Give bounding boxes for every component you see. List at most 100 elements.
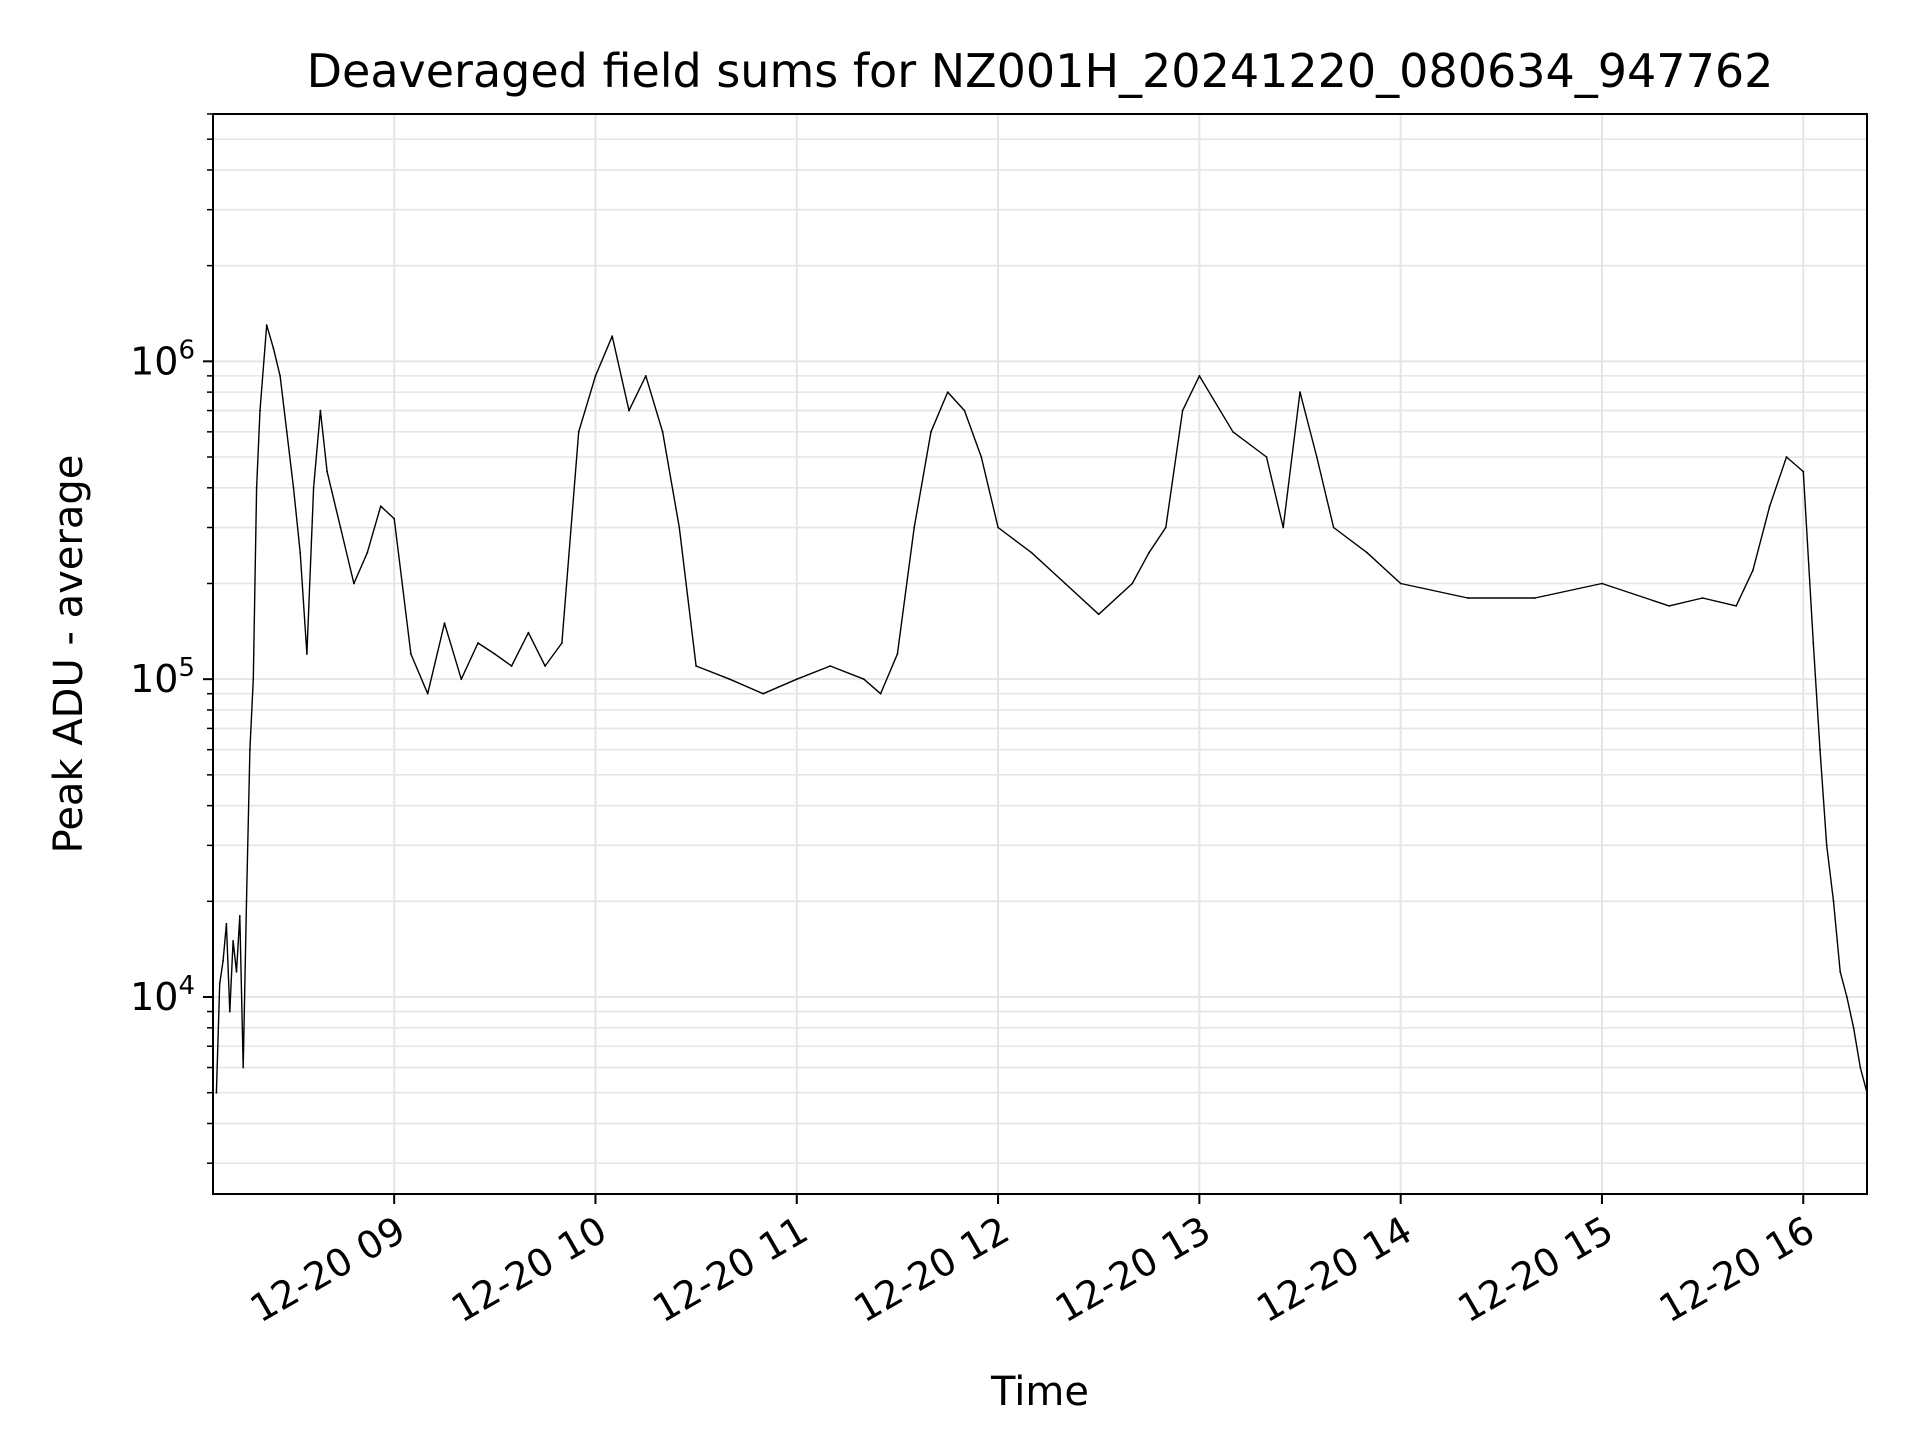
grid — [213, 113, 1867, 1194]
data-point — [795, 678, 798, 681]
data-point — [265, 324, 268, 326]
data-point — [292, 486, 295, 489]
data-point — [1859, 1066, 1862, 1069]
data-point — [678, 526, 681, 529]
data-point — [1366, 551, 1368, 554]
data-point — [279, 375, 281, 377]
data-point — [493, 653, 496, 655]
plot-area-frame — [212, 113, 1868, 1195]
data-point — [272, 347, 275, 350]
data-point — [393, 517, 396, 520]
data-point — [245, 900, 248, 903]
data-point — [1832, 900, 1835, 903]
data-point — [460, 678, 463, 681]
y-tick-base: 10 — [130, 657, 178, 701]
data-point — [728, 678, 731, 681]
data-point — [222, 959, 225, 962]
data-point — [1030, 551, 1033, 554]
data-point — [379, 505, 382, 508]
data-point — [366, 551, 369, 554]
data-point — [477, 642, 479, 644]
data-point — [1668, 605, 1670, 607]
data-point — [762, 692, 765, 695]
data-point — [285, 430, 288, 433]
data-point — [1735, 605, 1738, 607]
data-point — [410, 653, 412, 655]
data-point — [1785, 456, 1788, 458]
data-point — [426, 692, 429, 695]
data-point — [1825, 844, 1828, 847]
data-point — [577, 430, 580, 433]
data-point — [913, 526, 916, 529]
data-point — [561, 642, 563, 644]
data-point — [1097, 613, 1100, 616]
x-axis-label: Time — [990, 1369, 1089, 1415]
data-point — [1839, 970, 1842, 973]
data-point — [255, 486, 258, 489]
data-point — [215, 1091, 218, 1094]
data-point — [1852, 1026, 1855, 1029]
data-point — [879, 692, 882, 695]
data-point — [1812, 642, 1815, 644]
data-point — [661, 430, 664, 433]
data-point — [1064, 582, 1067, 585]
data-point — [1282, 526, 1285, 529]
data-point — [1198, 375, 1201, 377]
data-point — [252, 678, 255, 681]
data-point — [326, 470, 328, 473]
data-point — [510, 665, 513, 667]
data-point — [1846, 996, 1848, 998]
data-point — [1164, 526, 1167, 529]
data-point — [1131, 582, 1134, 585]
y-tick-base: 10 — [130, 339, 178, 383]
data-point — [1399, 582, 1402, 585]
data-point — [249, 748, 251, 751]
data-point — [527, 631, 530, 634]
data-point — [594, 375, 597, 377]
data-point — [1701, 597, 1704, 599]
y-tick-label: 106 — [130, 335, 195, 383]
y-tick-label: 105 — [130, 653, 195, 701]
y-tick-exponent: 6 — [178, 335, 195, 365]
data-point — [1148, 551, 1150, 554]
data-point — [1265, 456, 1268, 458]
data-point — [930, 430, 932, 433]
data-point — [628, 409, 630, 412]
data-point — [235, 970, 238, 973]
chart-title: Deaveraged field sums for NZ001H_2024122… — [307, 44, 1774, 98]
data-point — [644, 375, 647, 377]
data-point — [896, 653, 899, 655]
data-point — [306, 653, 308, 655]
data-point — [1752, 569, 1754, 572]
data-point — [1819, 748, 1821, 751]
data-point — [232, 940, 235, 942]
data-point — [1534, 597, 1536, 599]
data-point — [339, 526, 342, 529]
data-point — [353, 582, 355, 585]
data-point — [259, 409, 261, 412]
y-axis-label: Peak ADU - average — [46, 455, 92, 854]
data-point — [1181, 409, 1184, 412]
data-point — [1768, 505, 1771, 508]
data-point — [299, 551, 302, 554]
data-point — [1315, 456, 1318, 458]
data-point — [863, 678, 865, 681]
data-point — [218, 983, 221, 985]
data-point — [319, 409, 322, 412]
data-point — [544, 665, 546, 667]
data-point — [1601, 582, 1603, 585]
data-point — [312, 486, 315, 489]
data-point — [1299, 391, 1301, 393]
data-point — [829, 665, 832, 667]
data-point — [963, 409, 966, 412]
y-tick-base: 10 — [130, 975, 178, 1019]
data-point — [238, 915, 241, 917]
data-point — [443, 622, 446, 625]
y-tick-exponent: 5 — [178, 653, 195, 683]
data-point — [228, 1010, 231, 1013]
y-tick-label: 104 — [130, 971, 195, 1019]
data-point — [225, 922, 228, 925]
